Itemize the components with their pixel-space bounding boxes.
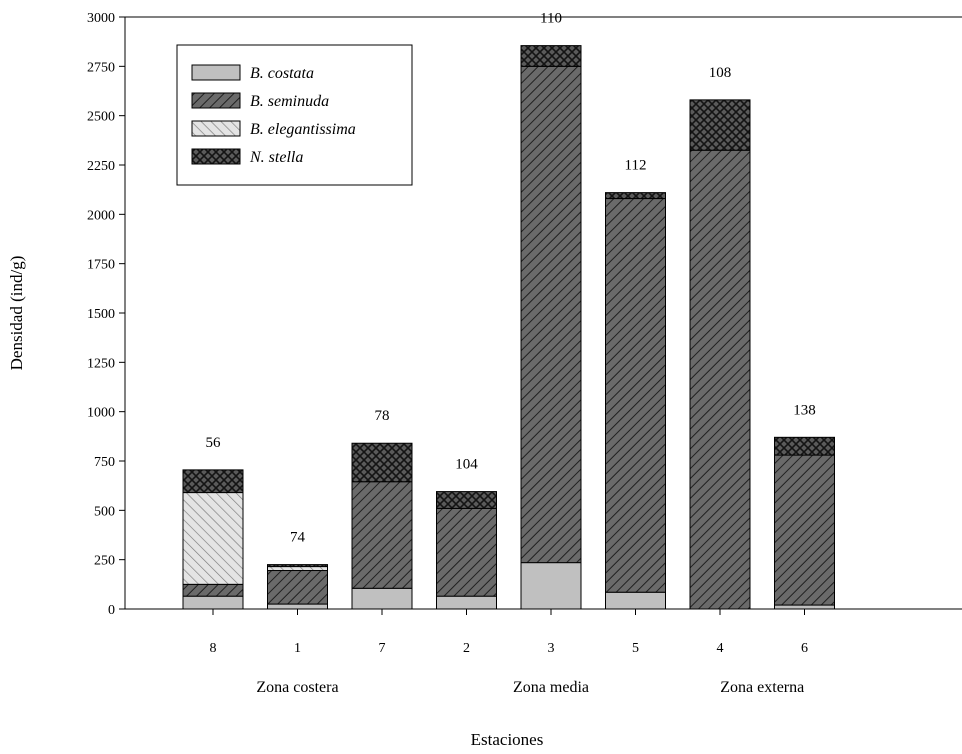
bar-segment	[520, 65, 582, 564]
bars-layer	[182, 45, 835, 610]
y-tick-label: 2000	[87, 208, 115, 223]
bar-segment	[520, 562, 582, 610]
x-tick-label: 2	[463, 641, 470, 656]
zone-label: Zona media	[513, 679, 589, 696]
bar-segment	[182, 583, 244, 597]
x-tick-label: 4	[717, 641, 724, 656]
bar-total-label: 138	[793, 402, 816, 418]
bar-segment	[689, 149, 751, 610]
bar-total-label: 104	[455, 457, 478, 473]
bar-total-label: 110	[540, 11, 562, 27]
bar-segment	[182, 492, 244, 585]
y-axis-title: Densidad (ind/g)	[7, 256, 26, 371]
bar-total-label: 74	[290, 530, 306, 546]
bar-segment	[351, 442, 413, 483]
bar-segment	[774, 436, 835, 456]
y-tick-label: 750	[94, 455, 115, 470]
y-tick-label: 0	[108, 603, 115, 618]
bar-segment	[267, 564, 328, 568]
bar-segment	[267, 603, 328, 610]
y-axis-ticks: 0 250 500 750 1000 1250 1500 1750 2000 2250 2500 27…	[87, 11, 125, 618]
bar-segment	[351, 481, 413, 589]
bar-segment	[436, 595, 497, 610]
x-tick-label: 3	[548, 641, 555, 656]
legend-label: B. costata	[250, 65, 314, 82]
x-tick-label: 7	[379, 641, 386, 656]
y-tick-label: 1750	[87, 258, 115, 273]
bar-total-label: 108	[709, 65, 732, 81]
y-tick-label: 1000	[87, 406, 115, 421]
x-tick-label: 1	[294, 641, 301, 656]
bar-segment	[605, 591, 666, 610]
legend-label: B. seminuda	[250, 93, 329, 110]
bar-segment	[436, 491, 497, 509]
zone-label: Zona costera	[256, 679, 338, 696]
y-tick-label: 3000	[87, 11, 115, 26]
y-tick-label: 250	[94, 554, 115, 569]
bar-segment	[267, 570, 328, 605]
legend-swatch	[191, 92, 241, 109]
legend-label: N. stella	[249, 149, 303, 166]
x-tick-label: 8	[210, 641, 217, 656]
y-tick-label: 2500	[87, 110, 115, 125]
x-tick-label: 6	[801, 641, 808, 656]
y-tick-label: 2250	[87, 159, 115, 174]
y-tick-label: 500	[94, 504, 115, 519]
y-tick-label: 1500	[87, 307, 115, 322]
bar-total-label: 78	[375, 408, 390, 424]
legend-swatch	[191, 64, 241, 81]
legend-swatch	[191, 120, 241, 137]
bar-segment	[436, 507, 497, 597]
bar-segment	[351, 587, 413, 610]
bar-segment	[605, 198, 666, 593]
bar-segment	[520, 45, 582, 67]
bar-total-label: 56	[206, 435, 222, 451]
bar-segment	[182, 595, 244, 610]
bar-segment	[774, 604, 835, 610]
legend-label: B. elegantissima	[250, 121, 356, 138]
x-axis-ticks: 8 1 7 2 3 5 4 6	[210, 609, 808, 656]
bar-total-labels: 56 74 78 104 110 112 108 138	[206, 11, 816, 546]
zone-group-labels: Zona costera Zona media Zona externa	[256, 679, 804, 696]
legend-swatch	[191, 148, 241, 165]
legend: B. costata B. seminuda B. elegantissima N. …	[176, 44, 413, 186]
y-tick-label: 1250	[87, 356, 115, 371]
bar-segment	[605, 192, 666, 200]
bar-segment	[689, 99, 751, 151]
bar-total-label: 112	[625, 158, 647, 174]
zone-label: Zona externa	[720, 679, 804, 696]
bar-segment	[182, 469, 244, 494]
x-tick-label: 5	[632, 641, 639, 656]
y-tick-label: 2750	[87, 60, 115, 75]
bar-segment	[267, 566, 328, 572]
bar-segment	[774, 454, 835, 606]
x-axis-title: Estaciones	[471, 730, 544, 749]
